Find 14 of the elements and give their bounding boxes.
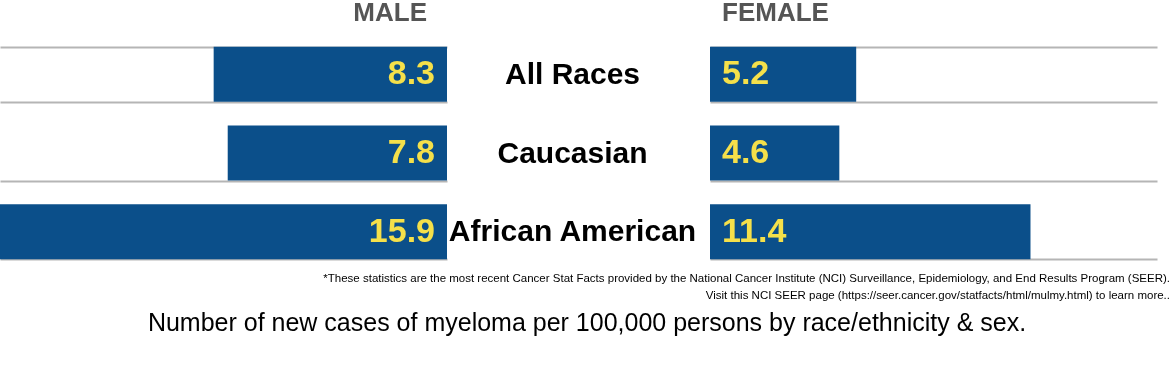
text: *These statistics are the most recent Cancer Stat Facts provided by the National Cancer Institute (NCI) Surveillance, Epidemiology, and End Results Program (SEER). [323, 272, 1170, 284]
y-tick-label: Caucasian [497, 135, 648, 169]
data-label: 7.8 [387, 132, 435, 170]
y-tick-label: All Races [504, 56, 641, 90]
data-label: 5.2 [722, 53, 770, 92]
data-label: 15.9 [368, 210, 435, 249]
data-label: 8.3 [387, 53, 435, 92]
text: Number of new cases of myeloma per 100,000 persons by race/ethnicity & sex. [147, 308, 1027, 336]
data-label: 11.4 [722, 210, 787, 249]
chart-title: MALE [353, 0, 427, 27]
data-label: 4.6 [722, 132, 770, 170]
chart-title: FEMALE [722, 0, 829, 27]
y-tick-label: African American [448, 214, 697, 248]
text: Visit this NCI SEER page (https://seer.cancer.gov/statfacts/html/mulmy.html) to learn more.. [705, 289, 1170, 301]
